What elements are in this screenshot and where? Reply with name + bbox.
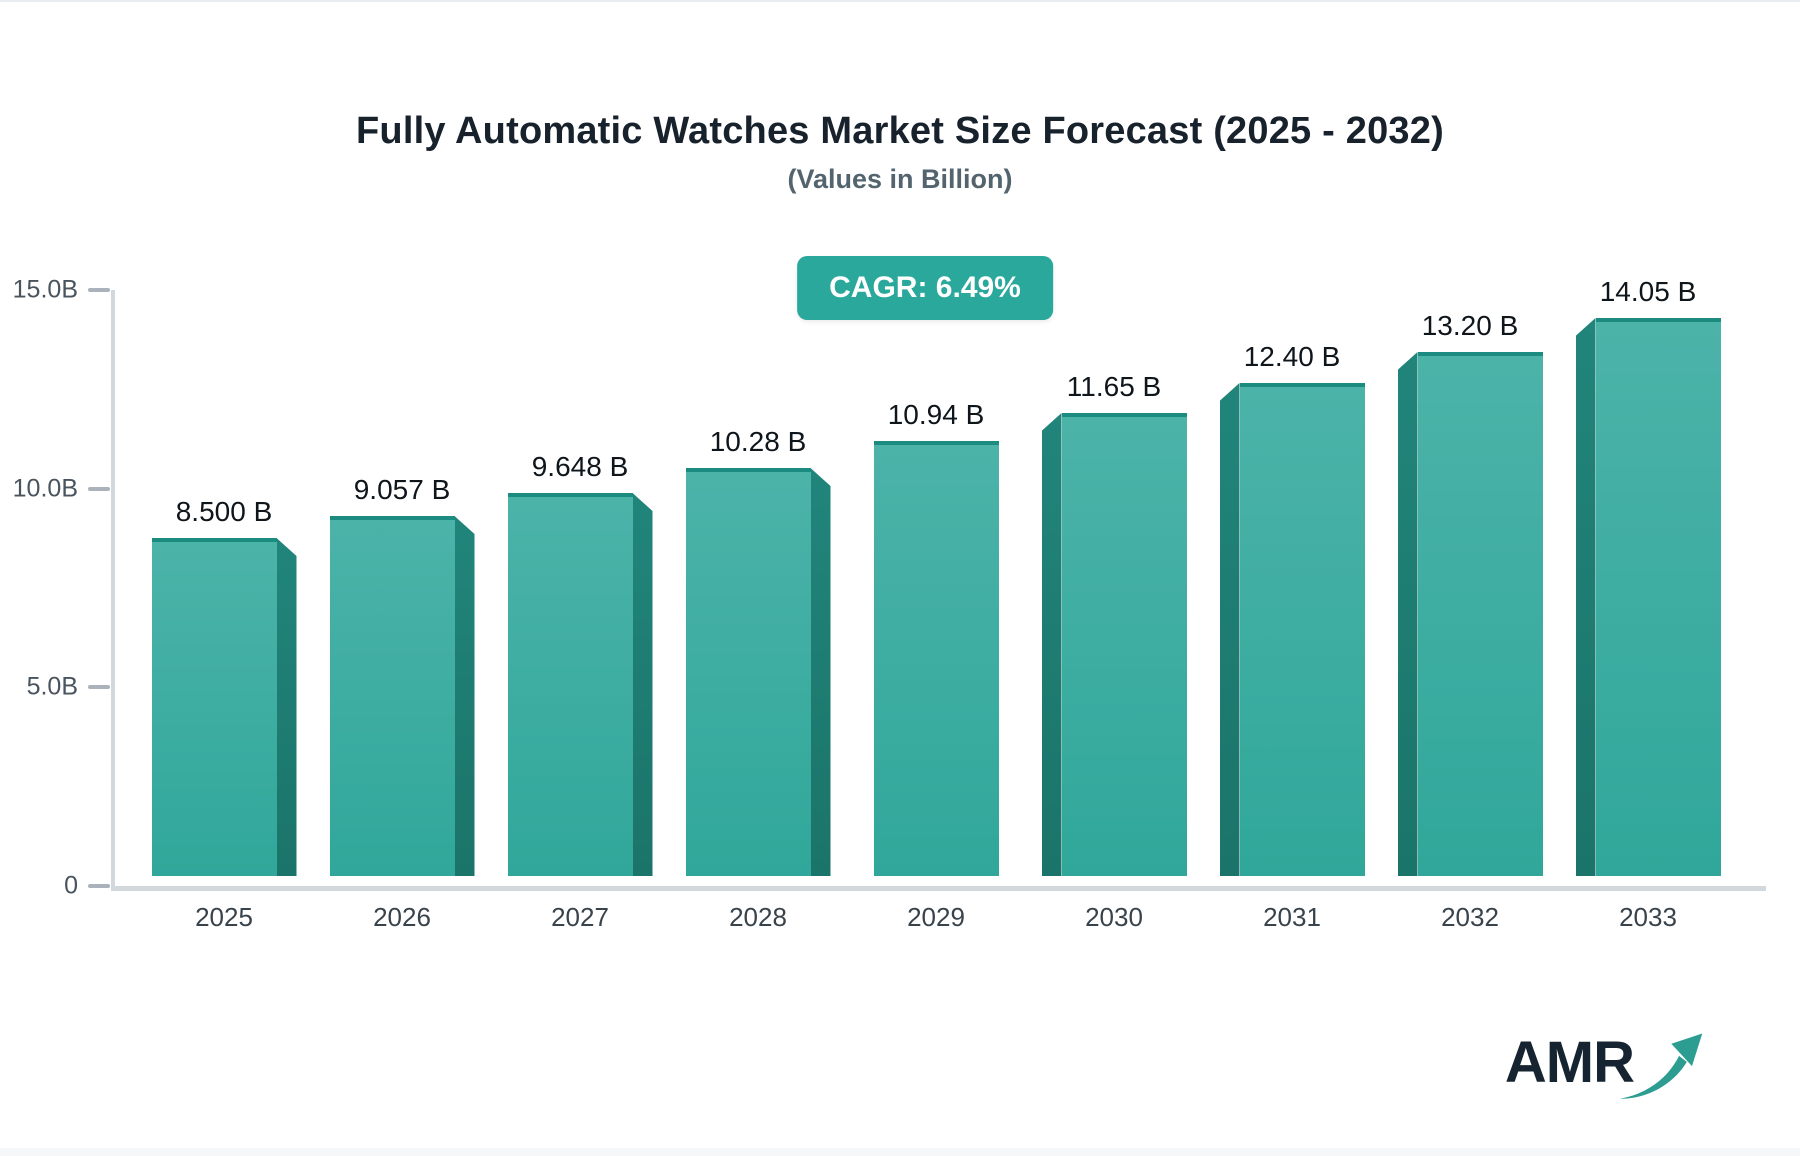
x-axis-line [111, 886, 1766, 891]
y-tick-label: 10.0B [12, 474, 78, 503]
bar-2033: 14.05 B [1575, 276, 1721, 876]
y-tick-label: 0 [64, 871, 78, 900]
x-axis-label-2030: 2030 [1085, 902, 1143, 932]
bar-2027: 9.648 B [507, 451, 653, 876]
bar-2026: 9.057 B [329, 474, 475, 876]
y-tick-dash [88, 486, 110, 491]
x-axis-label-2033: 2033 [1619, 902, 1677, 932]
x-axis-label-2032: 2032 [1441, 902, 1499, 932]
bar-2032: 13.20 B [1397, 310, 1543, 876]
bar-2030: 11.65 B [1041, 371, 1187, 876]
x-axis-label-2031: 2031 [1263, 902, 1321, 932]
bar-fill [329, 516, 455, 876]
bar-fill [873, 441, 999, 876]
bar-value-label: 14.05 B [1599, 276, 1697, 307]
y-axis-line [111, 290, 115, 891]
bar-fill [1239, 383, 1365, 876]
bar-value-label: 13.20 B [1421, 310, 1519, 341]
bar-side-face [632, 493, 653, 876]
bar-value-label: 10.28 B [709, 426, 807, 457]
bar-value-label: 9.057 B [353, 474, 451, 505]
x-axis-label-2028: 2028 [729, 902, 787, 932]
bar-value-label: 10.94 B [887, 399, 985, 430]
bar-fill [1061, 413, 1187, 876]
y-tick-label: 15.0B [12, 275, 78, 304]
chart-subtitle: (Values in Billion) [787, 164, 1013, 194]
y-tick-label: 5.0B [26, 672, 78, 701]
bar-value-label: 12.40 B [1243, 341, 1341, 372]
bar-side-face [276, 538, 297, 876]
bar-side-face [454, 516, 475, 876]
growth-arrow-icon [1618, 1030, 1704, 1109]
bar-fill [1595, 318, 1721, 876]
bar-value-label: 11.65 B [1066, 371, 1162, 402]
cagr-badge: CAGR: 6.49% [797, 256, 1053, 320]
bar-side-face [810, 468, 831, 876]
bar-side-face [1575, 318, 1596, 876]
bar-side-face [1219, 383, 1240, 876]
x-axis-label-2029: 2029 [907, 902, 965, 932]
amr-logo-text: AMR [1504, 1030, 1635, 1095]
x-axis-label-2026: 2026 [373, 902, 431, 932]
y-tick-dash [88, 884, 110, 888]
x-axis-label-2027: 2027 [551, 902, 609, 932]
bar-fill [151, 538, 277, 876]
bar-fill [685, 468, 811, 876]
bar-fill [507, 493, 633, 876]
bar-2029: 10.94 B [873, 399, 999, 876]
bar-side-face [1397, 352, 1418, 876]
bar-value-label: 8.500 B [175, 496, 273, 527]
bar-value-label: 9.648 B [531, 451, 629, 482]
y-tick-dash [88, 685, 110, 690]
bar-2025: 8.500 B [151, 496, 297, 876]
bar-fill [1417, 352, 1543, 876]
bar-2031: 12.40 B [1219, 341, 1365, 876]
chart-title: Fully Automatic Watches Market Size Fore… [356, 110, 1444, 152]
amr-logo: AMR [1504, 1030, 1704, 1109]
x-axis-label-2025: 2025 [195, 902, 253, 932]
bar-2028: 10.28 B [685, 426, 831, 876]
y-tick-dash [88, 288, 110, 292]
bar-side-face [1041, 413, 1062, 876]
